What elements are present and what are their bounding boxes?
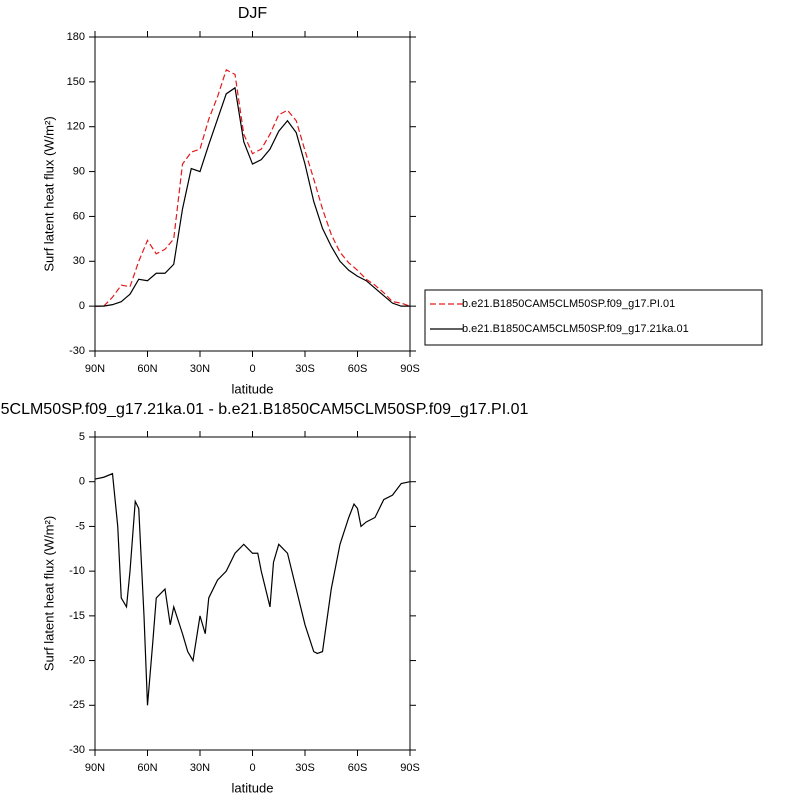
y-tick-label: -5: [75, 520, 85, 532]
x-tick-label: 30S: [295, 762, 315, 774]
y-tick-label: 150: [67, 76, 85, 88]
plot-frame: [94, 36, 411, 352]
data-line: [95, 86, 410, 307]
legend-box: [424, 289, 763, 346]
y-tick-label: 60: [73, 210, 85, 222]
y-tick-label: 180: [67, 31, 85, 43]
x-tick-label: 0: [249, 363, 255, 375]
data-line: [95, 69, 411, 307]
y-tick-label: 5: [79, 431, 85, 443]
legend-label: b.e21.B1850CAM5CLM50SP.f09_g17.21ka.01: [462, 323, 689, 335]
y-axis-label: Surf latent heat flux (W/m²): [41, 116, 56, 271]
x-tick-label: 60N: [137, 363, 157, 375]
x-axis-label: latitude: [232, 381, 274, 396]
y-tick-label: 30: [73, 255, 85, 267]
y-tick-label: -10: [69, 565, 85, 577]
chart-title: AM5CLM50SP.f09_g17.21ka.01 - b.e21.B1850…: [0, 401, 528, 418]
y-tick-label: -30: [69, 345, 85, 357]
x-tick-label: 60N: [137, 762, 157, 774]
x-tick-label: 60S: [348, 363, 368, 375]
x-axis-label: latitude: [232, 780, 274, 795]
plot-frame: [94, 436, 411, 751]
y-tick-label: -15: [69, 610, 85, 622]
x-tick-label: 90N: [85, 363, 105, 375]
x-tick-label: 0: [249, 762, 255, 774]
x-tick-label: 30S: [295, 363, 315, 375]
x-tick-label: 90S: [400, 363, 420, 375]
y-tick-label: 90: [73, 165, 85, 177]
legend-label: b.e21.B1850CAM5CLM50SP.f09_g17.PI.01: [462, 298, 675, 310]
x-tick-label: 30N: [190, 762, 210, 774]
x-tick-label: 60S: [348, 762, 368, 774]
y-tick-label: -20: [69, 654, 85, 666]
x-tick-label: 90N: [85, 762, 105, 774]
y-tick-label: 0: [79, 476, 85, 488]
y-tick-label: 0: [79, 300, 85, 312]
y-tick-label: -30: [69, 744, 85, 756]
data-line: [94, 472, 411, 706]
x-tick-label: 30N: [190, 363, 210, 375]
chart-title: DJF: [238, 5, 268, 22]
x-tick-label: 90S: [400, 762, 420, 774]
y-axis-label: Surf latent heat flux (W/m²): [41, 516, 56, 671]
y-tick-label: 120: [67, 121, 85, 133]
y-tick-label: -25: [69, 699, 85, 711]
